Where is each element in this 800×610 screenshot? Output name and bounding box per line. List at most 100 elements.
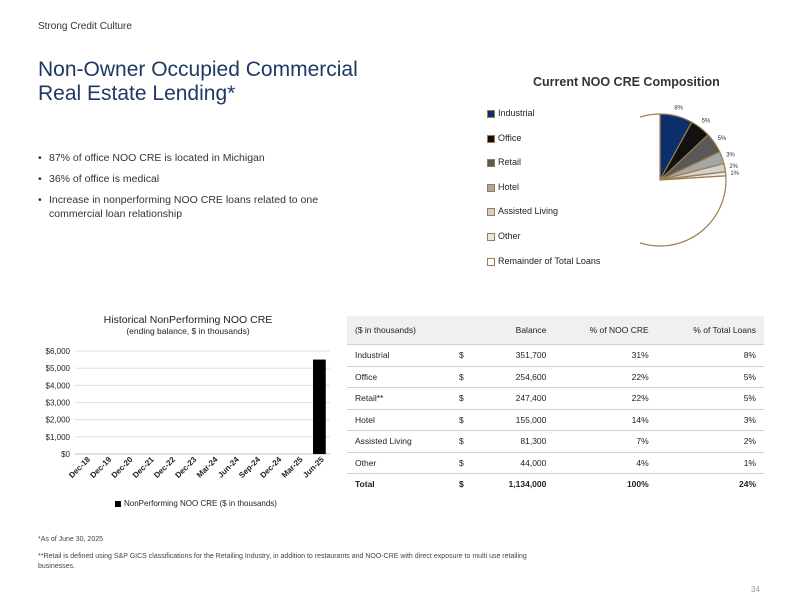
legend-label: Remainder of Total Loans (498, 255, 601, 266)
page-title: Non-Owner Occupied Commercial Real Estat… (38, 58, 358, 106)
noo-cre-table: ($ in thousands) Balance % of NOO CRE % … (347, 316, 764, 495)
legend-item: Assisted Living (487, 206, 600, 231)
x-tick-label: Dec-21 (131, 455, 156, 480)
table-row: Assisted Living $ 81,300 7% 2% (347, 430, 764, 453)
pct-total-cell: 1% (656, 452, 764, 474)
row-label: Retail** (347, 387, 451, 410)
x-tick-label: Dec-24 (258, 455, 283, 480)
pct-noo-cell: 31% (554, 344, 657, 367)
legend-swatch (487, 110, 495, 118)
x-tick-label: Jun-25 (301, 455, 326, 480)
x-tick-label: Dec-22 (152, 455, 177, 480)
pie-data-label: 8% (674, 105, 683, 111)
legend-item: Office (487, 133, 600, 158)
legend-item: Other (487, 231, 600, 256)
legend-label: Hotel (498, 181, 520, 192)
table-header: Balance (481, 316, 555, 345)
legend-label: NonPerforming NOO CRE ($ in thousands) (124, 499, 277, 508)
balance-cell: 44,000 (481, 452, 555, 474)
pct-total-cell: 24% (656, 473, 764, 495)
x-tick-label: Mar-24 (195, 455, 220, 480)
bar-chart-legend: NonPerforming NOO CRE ($ in thousands) (115, 499, 277, 508)
legend-label: Office (498, 132, 522, 143)
balance-cell: 351,700 (481, 344, 555, 367)
pie-chart: 8% 5% 5% 3% 2%1% (640, 105, 740, 247)
legend-swatch (487, 232, 495, 241)
row-label: Other (347, 452, 451, 474)
pct-total-cell: 3% (656, 409, 764, 431)
y-tick-label: $3,000 (46, 399, 71, 408)
y-tick-label: $1,000 (46, 433, 71, 442)
table-header: % of NOO CRE (554, 316, 657, 345)
legend-item: Hotel (487, 182, 600, 207)
currency-sign: $ (451, 409, 481, 431)
footnote-retail: **Retail is defined using S&P GICS class… (38, 553, 527, 570)
pct-total-cell: 5% (656, 366, 764, 388)
table-row: Industrial $ 351,700 31% 8% (347, 344, 764, 367)
row-label: Total (347, 473, 451, 495)
pie-data-label: 1% (730, 171, 739, 177)
currency-sign: $ (451, 452, 481, 474)
table-row: Other $ 44,000 4% 1% (347, 452, 764, 474)
legend-swatch (487, 183, 495, 192)
table-header: % of Total Loans (656, 316, 764, 345)
pct-noo-cell: 22% (554, 387, 657, 410)
legend-item: Retail (487, 157, 600, 182)
pct-noo-cell: 4% (554, 452, 657, 474)
row-label: Industrial (347, 344, 451, 367)
pie-data-label: 5% (702, 119, 711, 125)
x-tick-label: Mar-25 (280, 455, 305, 480)
footnote-as-of: *As of June 30, 2025 (38, 536, 103, 543)
currency-sign: $ (451, 344, 481, 367)
legend-item: Remainder of Total Loans (487, 256, 600, 281)
bullet-item: Increase in nonperforming NOO CRE loans … (38, 193, 338, 221)
pct-noo-cell: 100% (554, 473, 657, 495)
balance-cell: 155,000 (481, 409, 555, 431)
pie-data-label: 5% (718, 136, 727, 142)
y-tick-label: $0 (61, 450, 70, 459)
pct-noo-cell: 7% (554, 430, 657, 453)
pct-total-cell: 8% (656, 344, 764, 367)
currency-sign: $ (451, 387, 481, 410)
pie-data-label: 2% (729, 164, 738, 170)
pie-chart-title: Current NOO CRE Composition (533, 75, 720, 89)
bullet-item: 87% of office NOO CRE is located in Mich… (38, 151, 338, 165)
row-label: Hotel (347, 409, 451, 431)
bullet-list: 87% of office NOO CRE is located in Mich… (38, 151, 338, 228)
x-tick-label: Dec-23 (173, 455, 198, 480)
legend-swatch (487, 134, 495, 143)
balance-cell: 1,134,000 (481, 473, 555, 495)
x-tick-label: Dec-18 (67, 455, 92, 480)
pct-noo-cell: 22% (554, 366, 657, 388)
pct-total-cell: 5% (656, 387, 764, 410)
table-header: ($ in thousands) (347, 316, 451, 345)
x-tick-label: Jun-24 (216, 455, 241, 480)
x-tick-label: Dec-20 (110, 455, 135, 480)
section-label: Strong Credit Culture (38, 21, 132, 32)
bar-chart-subtitle: (ending balance, $ in thousands) (126, 326, 250, 336)
balance-cell: 81,300 (481, 430, 555, 453)
title-line-2: Real Estate Lending* (38, 82, 236, 105)
page-number: 34 (751, 585, 760, 594)
legend-label: Industrial (498, 108, 535, 118)
currency-sign: $ (451, 430, 481, 453)
legend-swatch (487, 208, 495, 217)
y-tick-label: $4,000 (46, 381, 71, 390)
table-row: Office $ 254,600 22% 5% (347, 366, 764, 388)
legend-label: Retail (498, 157, 522, 168)
y-tick-label: $6,000 (46, 347, 71, 356)
table-header-spacer (451, 316, 481, 345)
bar-chart: $0 $1,000 $2,000 $3,000 $4,000 $5,000 $6,000 De… (46, 347, 330, 480)
legend-label: Other (498, 230, 521, 241)
y-tick-label: $2,000 (46, 416, 71, 425)
bullet-item: 36% of office is medical (38, 172, 338, 186)
balance-cell: 254,600 (481, 366, 555, 388)
row-label: Assisted Living (347, 430, 451, 453)
legend-swatch (487, 159, 495, 168)
bar-chart-title: Historical NonPerforming NOO CRE (103, 314, 273, 326)
pct-noo-cell: 14% (554, 409, 657, 431)
bar (313, 359, 326, 454)
currency-sign: $ (451, 473, 481, 495)
x-tick-label: Sep-24 (237, 455, 262, 480)
currency-sign: $ (451, 366, 481, 388)
